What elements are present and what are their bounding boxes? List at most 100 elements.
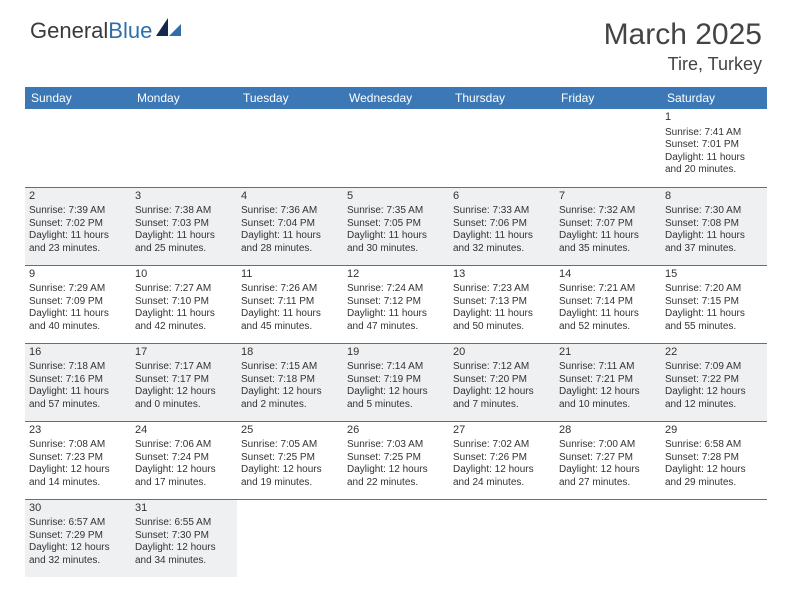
day-number: 25 bbox=[241, 424, 339, 438]
empty-cell bbox=[237, 499, 343, 577]
calendar-week: 9Sunrise: 7:29 AMSunset: 7:09 PMDaylight… bbox=[25, 265, 767, 343]
day-cell: 2Sunrise: 7:39 AMSunset: 7:02 PMDaylight… bbox=[25, 187, 131, 265]
daylight-text: Daylight: 11 hours and 40 minutes. bbox=[29, 308, 127, 333]
day-number: 18 bbox=[241, 346, 339, 360]
day-number: 17 bbox=[135, 346, 233, 360]
sunrise-text: Sunrise: 7:26 AM bbox=[241, 283, 339, 296]
daylight-text: Daylight: 11 hours and 45 minutes. bbox=[241, 308, 339, 333]
sunset-text: Sunset: 7:20 PM bbox=[453, 374, 551, 387]
sunrise-text: Sunrise: 7:03 AM bbox=[347, 439, 445, 452]
day-number: 12 bbox=[347, 268, 445, 282]
sunset-text: Sunset: 7:08 PM bbox=[665, 218, 763, 231]
empty-cell bbox=[449, 499, 555, 577]
day-number: 6 bbox=[453, 190, 551, 204]
sunset-text: Sunset: 7:04 PM bbox=[241, 218, 339, 231]
sunrise-text: Sunrise: 7:36 AM bbox=[241, 205, 339, 218]
calendar-week: 23Sunrise: 7:08 AMSunset: 7:23 PMDayligh… bbox=[25, 421, 767, 499]
day-number: 22 bbox=[665, 346, 763, 360]
sunset-text: Sunset: 7:23 PM bbox=[29, 452, 127, 465]
daylight-text: Daylight: 11 hours and 57 minutes. bbox=[29, 386, 127, 411]
daylight-text: Daylight: 12 hours and 7 minutes. bbox=[453, 386, 551, 411]
sunset-text: Sunset: 7:15 PM bbox=[665, 296, 763, 309]
sunset-text: Sunset: 7:18 PM bbox=[241, 374, 339, 387]
daylight-text: Daylight: 12 hours and 14 minutes. bbox=[29, 464, 127, 489]
day-cell: 21Sunrise: 7:11 AMSunset: 7:21 PMDayligh… bbox=[555, 343, 661, 421]
day-cell: 8Sunrise: 7:30 AMSunset: 7:08 PMDaylight… bbox=[661, 187, 767, 265]
sunrise-text: Sunrise: 6:57 AM bbox=[29, 517, 127, 530]
day-cell: 27Sunrise: 7:02 AMSunset: 7:26 PMDayligh… bbox=[449, 421, 555, 499]
sunset-text: Sunset: 7:25 PM bbox=[347, 452, 445, 465]
sunrise-text: Sunrise: 7:20 AM bbox=[665, 283, 763, 296]
daylight-text: Daylight: 11 hours and 20 minutes. bbox=[665, 152, 763, 177]
empty-cell bbox=[343, 499, 449, 577]
sunset-text: Sunset: 7:13 PM bbox=[453, 296, 551, 309]
sunrise-text: Sunrise: 7:33 AM bbox=[453, 205, 551, 218]
daylight-text: Daylight: 12 hours and 2 minutes. bbox=[241, 386, 339, 411]
sunset-text: Sunset: 7:30 PM bbox=[135, 530, 233, 543]
day-number: 28 bbox=[559, 424, 657, 438]
brand-part2: Blue bbox=[108, 18, 152, 44]
sunset-text: Sunset: 7:19 PM bbox=[347, 374, 445, 387]
sunset-text: Sunset: 7:24 PM bbox=[135, 452, 233, 465]
sunset-text: Sunset: 7:07 PM bbox=[559, 218, 657, 231]
sunrise-text: Sunrise: 7:27 AM bbox=[135, 283, 233, 296]
sail-icon bbox=[156, 18, 182, 38]
empty-cell bbox=[25, 109, 131, 187]
day-cell: 26Sunrise: 7:03 AMSunset: 7:25 PMDayligh… bbox=[343, 421, 449, 499]
sunrise-text: Sunrise: 7:32 AM bbox=[559, 205, 657, 218]
day-header: Monday bbox=[131, 87, 237, 109]
sunset-text: Sunset: 7:12 PM bbox=[347, 296, 445, 309]
sunrise-text: Sunrise: 7:24 AM bbox=[347, 283, 445, 296]
day-cell: 25Sunrise: 7:05 AMSunset: 7:25 PMDayligh… bbox=[237, 421, 343, 499]
daylight-text: Daylight: 11 hours and 55 minutes. bbox=[665, 308, 763, 333]
day-header-row: SundayMondayTuesdayWednesdayThursdayFrid… bbox=[25, 87, 767, 109]
daylight-text: Daylight: 11 hours and 47 minutes. bbox=[347, 308, 445, 333]
day-number: 1 bbox=[665, 111, 763, 125]
day-number: 4 bbox=[241, 190, 339, 204]
sunset-text: Sunset: 7:01 PM bbox=[665, 139, 763, 152]
day-cell: 29Sunrise: 6:58 AMSunset: 7:28 PMDayligh… bbox=[661, 421, 767, 499]
day-number: 29 bbox=[665, 424, 763, 438]
day-number: 26 bbox=[347, 424, 445, 438]
daylight-text: Daylight: 12 hours and 17 minutes. bbox=[135, 464, 233, 489]
sunrise-text: Sunrise: 7:18 AM bbox=[29, 361, 127, 374]
day-number: 9 bbox=[29, 268, 127, 282]
day-cell: 16Sunrise: 7:18 AMSunset: 7:16 PMDayligh… bbox=[25, 343, 131, 421]
day-header: Thursday bbox=[449, 87, 555, 109]
calendar-table: SundayMondayTuesdayWednesdayThursdayFrid… bbox=[25, 87, 767, 577]
day-cell: 1Sunrise: 7:41 AMSunset: 7:01 PMDaylight… bbox=[661, 109, 767, 187]
page-title: March 2025 bbox=[604, 18, 762, 52]
daylight-text: Daylight: 11 hours and 37 minutes. bbox=[665, 230, 763, 255]
day-number: 27 bbox=[453, 424, 551, 438]
calendar-week: 16Sunrise: 7:18 AMSunset: 7:16 PMDayligh… bbox=[25, 343, 767, 421]
day-header: Tuesday bbox=[237, 87, 343, 109]
sunset-text: Sunset: 7:27 PM bbox=[559, 452, 657, 465]
empty-cell bbox=[661, 499, 767, 577]
sunset-text: Sunset: 7:11 PM bbox=[241, 296, 339, 309]
day-number: 2 bbox=[29, 190, 127, 204]
sunset-text: Sunset: 7:29 PM bbox=[29, 530, 127, 543]
empty-cell bbox=[131, 109, 237, 187]
day-number: 24 bbox=[135, 424, 233, 438]
sunset-text: Sunset: 7:06 PM bbox=[453, 218, 551, 231]
day-number: 7 bbox=[559, 190, 657, 204]
sunset-text: Sunset: 7:25 PM bbox=[241, 452, 339, 465]
sunrise-text: Sunrise: 7:09 AM bbox=[665, 361, 763, 374]
daylight-text: Daylight: 12 hours and 12 minutes. bbox=[665, 386, 763, 411]
sunset-text: Sunset: 7:03 PM bbox=[135, 218, 233, 231]
daylight-text: Daylight: 11 hours and 23 minutes. bbox=[29, 230, 127, 255]
daylight-text: Daylight: 11 hours and 28 minutes. bbox=[241, 230, 339, 255]
daylight-text: Daylight: 12 hours and 29 minutes. bbox=[665, 464, 763, 489]
day-cell: 4Sunrise: 7:36 AMSunset: 7:04 PMDaylight… bbox=[237, 187, 343, 265]
daylight-text: Daylight: 11 hours and 52 minutes. bbox=[559, 308, 657, 333]
day-number: 3 bbox=[135, 190, 233, 204]
sunset-text: Sunset: 7:22 PM bbox=[665, 374, 763, 387]
day-cell: 28Sunrise: 7:00 AMSunset: 7:27 PMDayligh… bbox=[555, 421, 661, 499]
calendar-week: 2Sunrise: 7:39 AMSunset: 7:02 PMDaylight… bbox=[25, 187, 767, 265]
sunrise-text: Sunrise: 7:06 AM bbox=[135, 439, 233, 452]
day-number: 20 bbox=[453, 346, 551, 360]
sunrise-text: Sunrise: 7:00 AM bbox=[559, 439, 657, 452]
sunset-text: Sunset: 7:05 PM bbox=[347, 218, 445, 231]
day-cell: 10Sunrise: 7:27 AMSunset: 7:10 PMDayligh… bbox=[131, 265, 237, 343]
sunrise-text: Sunrise: 7:23 AM bbox=[453, 283, 551, 296]
